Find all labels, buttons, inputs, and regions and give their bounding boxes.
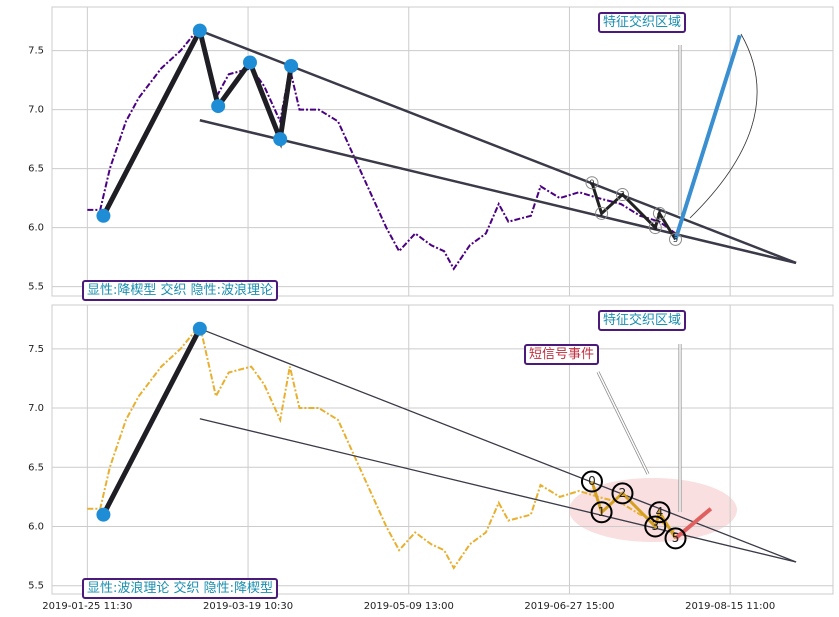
x-tick-label: 2019-08-15 11:00 [685,601,775,612]
wave-point [669,232,683,246]
trend-line [199,29,797,265]
y-tick-label: 6.0 [28,521,44,532]
annotation: 显性:波浪理论 交织 隐性:降楔型 [82,578,279,599]
wave-label: 3 [653,223,658,232]
y-tick-label: 6.5 [28,164,44,175]
annotation: 特征交织区域 [598,310,687,331]
wave-line [590,481,677,540]
y-tick-label: 6.0 [28,223,44,234]
wave-point [585,176,599,190]
y-tick-label: 7.5 [28,46,44,57]
y-tick-label: 7.0 [28,403,44,414]
wave-label: 0 [589,178,594,187]
wave-label: 2 [619,486,627,500]
price-line [87,24,677,271]
pivot-line [101,327,203,516]
wave-point [648,501,671,524]
wave-label: 1 [599,209,604,218]
annotation: 显性:降楔型 交织 隐性:波浪理论 [82,280,279,301]
y-tick-label: 7.0 [28,105,44,116]
pivot-point [273,132,288,147]
wave-label: 3 [651,519,659,533]
x-tick-label: 2019-06-27 15:00 [524,601,614,612]
wave-label: 5 [672,531,680,545]
wave-point [644,515,667,538]
wave-point [611,482,634,505]
annotation: 特征交织区域 [598,12,687,33]
wave-point [615,188,629,202]
y-tick-label: 5.5 [28,581,44,592]
panel-frame [51,304,834,595]
x-tick-label: 2019-03-19 10:30 [203,601,293,612]
pivot-point [96,507,111,522]
marks: 2019-01-25 11:30 2019-03-19 10:30 2019-05-… [28,7,833,612]
y-tick-label: 7.5 [28,344,44,355]
wave-label: 5 [673,235,678,244]
x-tick-label: 2019-05-09 13:00 [364,601,454,612]
wave-label: 2 [620,190,625,199]
projection-line [674,507,713,540]
wave-point [664,527,687,550]
pivot-point [192,23,207,38]
wave-label: 4 [657,209,662,218]
projection-line [673,34,742,240]
y-tick-label: 6.5 [28,462,44,473]
x-tick-label: 2019-01-25 11:30 [42,601,132,612]
wave-point [652,206,666,220]
pivot-point [242,55,257,70]
trend-line [199,119,797,265]
pivot-point [284,58,299,73]
y-tick-label: 5.5 [28,282,44,293]
wave-label: 1 [598,505,606,519]
arrow [597,371,649,475]
wave-label: 4 [656,505,664,519]
wave-label: 0 [588,474,596,488]
trend-line [199,418,797,563]
wave-line [590,182,677,241]
curve-arrow [689,33,758,219]
wave-point [590,501,613,524]
annotation: 短信号事件 [524,344,600,365]
pivot-point [211,99,226,114]
pivot-point [96,208,111,223]
pivot-point [192,321,207,336]
wave-point [648,221,662,235]
price-line [87,322,677,570]
wave-point [580,470,603,493]
pivot-line [101,23,294,217]
wave-point [595,206,609,220]
